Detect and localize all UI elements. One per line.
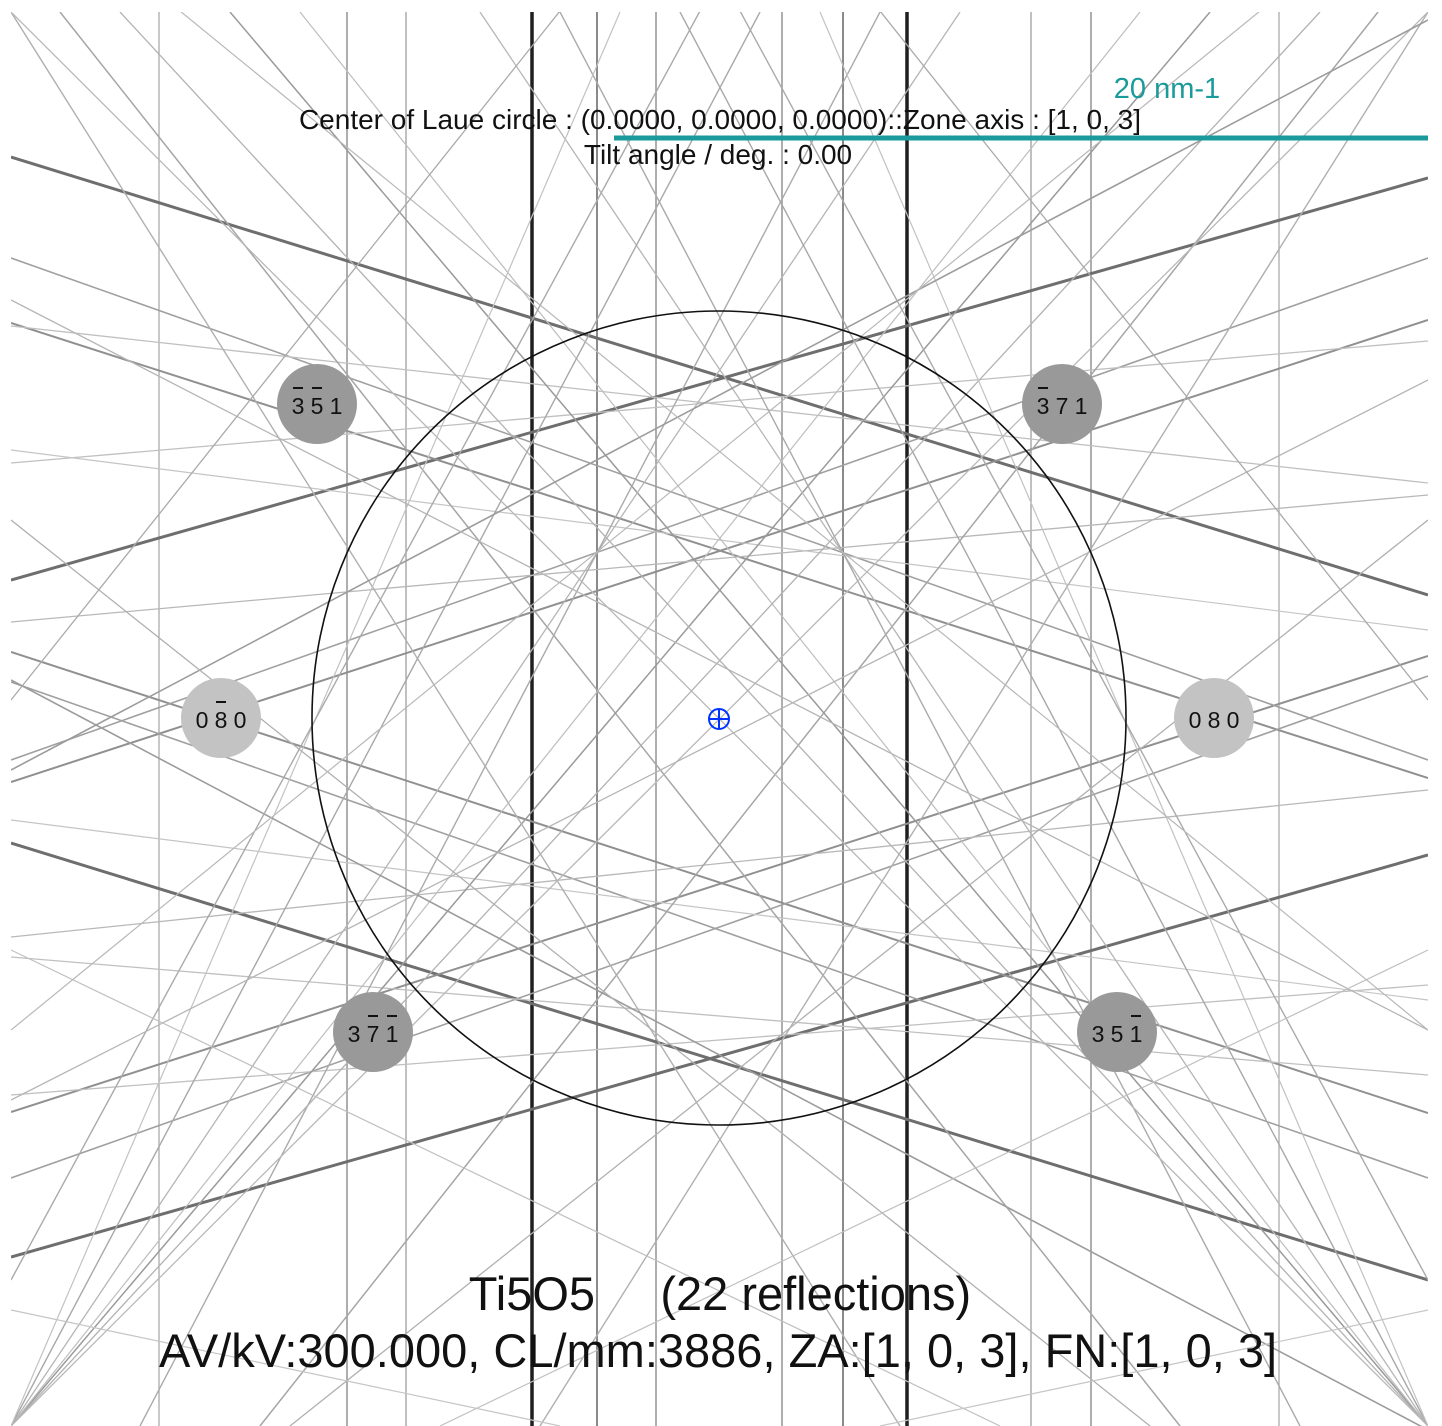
kikuchi-line	[11, 12, 701, 1281]
miller-index: 7	[1056, 393, 1069, 419]
kikuchi-line	[11, 340, 1428, 464]
miller-index: 5	[1111, 1021, 1124, 1047]
miller-index: 1	[1075, 393, 1088, 419]
scale-bar: 20 nm-1	[614, 73, 1428, 141]
miller-index: 8	[1208, 707, 1221, 733]
kikuchi-line	[289, 519, 1428, 1426]
kikuchi-line	[11, 176, 1428, 582]
scale-bar-label: 20 nm-1	[1114, 73, 1220, 105]
miller-index: 0	[196, 707, 209, 733]
kikuchi-line	[11, 519, 1151, 1426]
kikuchi-line	[11, 984, 1428, 1096]
spot-disk	[333, 992, 413, 1072]
kikuchi-line	[11, 12, 901, 1426]
kikuchi-line	[139, 12, 881, 1426]
pattern-parameters: AV/kV:300.000, CL/mm:3886, ZA:[1, 0, 3],…	[159, 1324, 1277, 1377]
kikuchi-line	[11, 299, 1428, 1031]
spot-disk	[181, 678, 261, 758]
kikuchi-line	[11, 12, 1321, 1426]
kikuchi-line	[11, 819, 1428, 1001]
kikuchi-line	[180, 12, 1428, 1031]
kikuchi-line	[11, 1309, 561, 1426]
miller-index: 5	[311, 393, 324, 419]
kikuchi-line	[479, 12, 1428, 1426]
center-marker	[708, 708, 730, 730]
kikuchi-line	[539, 12, 1428, 1426]
spot-disk	[1077, 992, 1157, 1072]
miller-index: 0	[1227, 707, 1240, 733]
kikuchi-line	[11, 155, 1428, 597]
kikuchi-line	[11, 956, 1428, 1076]
kikuchi-line	[11, 949, 1001, 1426]
pattern-title: Ti5O5 (22 reflections)	[469, 1267, 971, 1320]
laue-circle	[311, 310, 1127, 1126]
kikuchi-line	[11, 841, 1428, 1282]
kikuchi-line	[679, 12, 1428, 1426]
miller-index: 0	[234, 707, 247, 733]
kikuchi-lines	[11, 12, 1428, 1426]
kikuchi-line	[11, 679, 1423, 1426]
spot-disk	[277, 364, 357, 444]
spot-disk	[1174, 678, 1254, 758]
miller-index: 3	[292, 393, 305, 419]
kikuchi-line	[11, 12, 961, 1426]
miller-index: 3	[1092, 1021, 1105, 1047]
kikuchi-line	[11, 789, 1428, 938]
miller-index: 1	[386, 1021, 399, 1047]
reflection-spots: 3 5 1 3 7 10 8 0 0 8 03 7 1 3 5 1	[181, 364, 1254, 1072]
miller-index: 7	[367, 1021, 380, 1047]
kikuchi-line	[11, 675, 1428, 1179]
miller-index: 3	[1037, 393, 1050, 419]
kikuchi-line	[11, 12, 761, 1426]
miller-index: 1	[1130, 1021, 1143, 1047]
kikuchi-line	[11, 257, 1428, 761]
kikuchi-line	[119, 12, 1428, 1426]
kikuchi-line	[439, 949, 1428, 1426]
kikuchi-line	[11, 12, 1211, 1426]
kikuchi-line	[11, 12, 561, 701]
kikuchi-line	[299, 12, 1428, 1426]
kikuchi-line	[739, 12, 1428, 1281]
kikuchi-line	[229, 12, 1428, 1426]
kikuchi-line	[11, 494, 1428, 623]
tilt-angle-label: Tilt angle / deg. : 0.00	[584, 139, 852, 170]
kikuchi-line	[11, 325, 1428, 484]
spot-disk	[1022, 364, 1102, 444]
kikuchi-line	[11, 449, 1428, 631]
kikuchi-line	[11, 379, 1428, 1101]
miller-index: 3	[348, 1021, 361, 1047]
kikuchi-line	[879, 1309, 1428, 1426]
kikuchi-line	[11, 12, 1260, 1031]
kikuchi-line	[11, 681, 1428, 1179]
kikuchi-line	[559, 12, 1301, 1426]
kikuchi-line	[879, 12, 1428, 701]
miller-index: 8	[215, 707, 228, 733]
kikuchi-line	[11, 12, 1141, 1426]
miller-index: 0	[1189, 707, 1202, 733]
crosshair-circle-icon	[708, 708, 730, 730]
kikuchi-line	[11, 19, 1428, 771]
laue-center-label: Center of Laue circle : (0.0000, 0.0000,…	[299, 104, 1141, 135]
miller-index: 1	[330, 393, 343, 419]
